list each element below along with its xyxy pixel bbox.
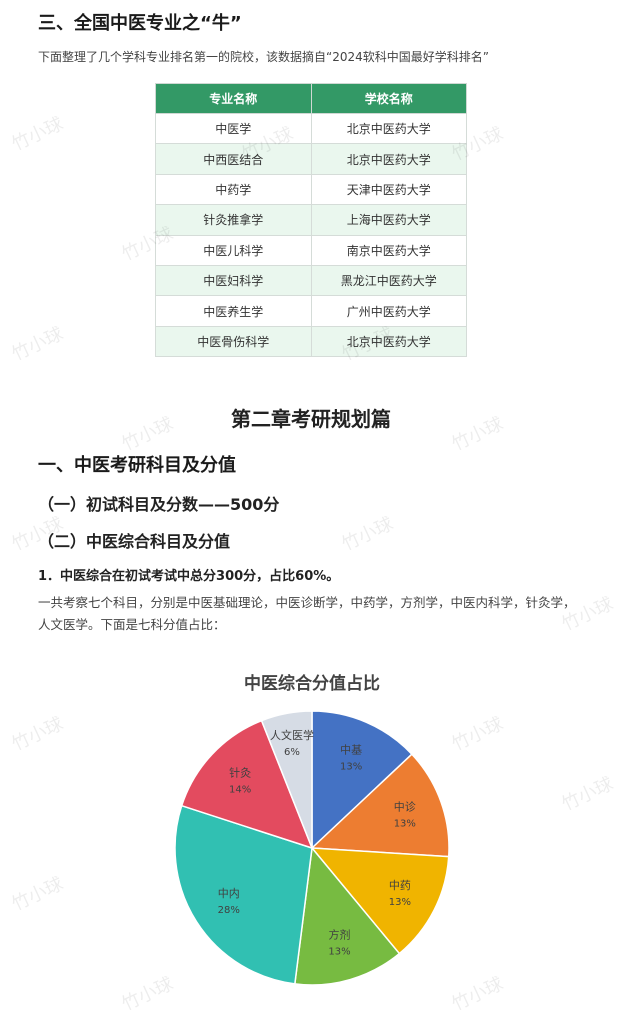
slice-percent: 6% <box>284 747 300 758</box>
section1-title: 一、中医考研科目及分值 <box>38 455 236 476</box>
slice-percent: 13% <box>328 947 350 958</box>
header-major: 专业名称 <box>155 83 312 114</box>
major-cell: 针灸推拿学 <box>155 204 312 236</box>
school-cell: 天津中医药大学 <box>310 173 467 206</box>
school-cell: 北京中医药大学 <box>310 112 467 145</box>
school-cell: 黑龙江中医药大学 <box>310 264 467 297</box>
pie-slice-6 <box>260 710 313 849</box>
school-cell: 南京中医药大学 <box>310 234 467 266</box>
slice-label: 中内 <box>218 886 240 900</box>
header-school: 学校名称 <box>310 83 467 114</box>
table-header-row: 专业名称 学校名称 <box>155 83 467 114</box>
school-cell: 北京中医药大学 <box>310 325 467 358</box>
point1-text: 一共考察七个科目，分别是中医基础理论，中医诊断学，中药学，方剂学，中医内科学，针… <box>38 595 576 632</box>
major-cell: 中药学 <box>155 173 312 206</box>
subsection2-title: （二）中医综合科目及分值 <box>38 532 231 551</box>
slice-label: 中基 <box>340 743 362 756</box>
pie-slice-3 <box>293 846 401 986</box>
chart-title: 中医综合分值占比 <box>244 673 380 694</box>
table-row: 中医骨伤科学 北京中医药大学 <box>155 325 467 358</box>
school-cell: 北京中医药大学 <box>310 143 467 175</box>
slice-percent: 13% <box>340 761 362 772</box>
slice-percent: 28% <box>218 905 240 916</box>
slice-label: 针灸 <box>229 765 251 779</box>
table-row: 中医妇科学 黑龙江中医药大学 <box>155 264 467 297</box>
slice-label: 中诊 <box>394 800 416 814</box>
chapter-title: 第二章考研规划篇 <box>231 407 391 431</box>
section3-intro: 下面整理了几个学科专业排名第一的院校，该数据摘自“2024软科中国最好学科排名” <box>38 50 489 64</box>
major-cell: 中西医结合 <box>155 143 312 175</box>
major-cell: 中医儿科学 <box>155 234 312 266</box>
point1-title: 1．中医综合在初试考试中总分300分，占比60%。 <box>38 569 340 584</box>
table-row: 针灸推拿学 上海中医药大学 <box>155 204 467 236</box>
pie-slice-4 <box>174 804 313 985</box>
table-row: 中医养生学 广州中医药大学 <box>155 295 467 327</box>
pie-slice-2 <box>310 847 450 955</box>
watermark: 竹小球 <box>8 323 67 366</box>
section3-title: 三、全国中医专业之“牛” <box>38 13 242 34</box>
watermark: 竹小球 <box>8 113 67 156</box>
major-cell: 中医骨伤科学 <box>155 325 312 358</box>
subsection1-title: （一）初试科目及分数——500分 <box>38 495 280 514</box>
school-cell: 广州中医药大学 <box>310 295 467 327</box>
slice-label: 人文医学 <box>270 728 314 742</box>
slice-label: 中药 <box>389 879 411 892</box>
major-cell: 中医学 <box>155 112 312 145</box>
table-row: 中医儿科学 南京中医药大学 <box>155 234 467 266</box>
pie-slice-1 <box>310 753 450 858</box>
major-cell: 中医养生学 <box>155 295 312 327</box>
slice-percent: 14% <box>229 784 251 795</box>
major-cell: 中医妇科学 <box>155 264 312 297</box>
slice-percent: 13% <box>394 819 416 830</box>
table-row: 中医学 北京中医药大学 <box>155 112 467 145</box>
pie-slice-0 <box>311 710 413 850</box>
watermark: 竹小球 <box>338 513 397 556</box>
ranking-table: 专业名称 学校名称 中医学 北京中医药大学 中西医结合 北京中医药大学 中药学 天津中医药… <box>155 83 467 358</box>
slice-percent: 13% <box>389 897 411 908</box>
table-row: 中西医结合 北京中医药大学 <box>155 143 467 175</box>
slice-label: 方剂 <box>329 928 351 942</box>
table-row: 中药学 天津中医药大学 <box>155 173 467 206</box>
pie-chart: 中医综合分值占比 中基 13% 中诊 13% 中药 13% 方剂 13% 中内 28% 针灸 14% 人… <box>174 673 450 986</box>
pie-slice-5 <box>180 719 314 850</box>
school-cell: 上海中医药大学 <box>310 204 467 236</box>
